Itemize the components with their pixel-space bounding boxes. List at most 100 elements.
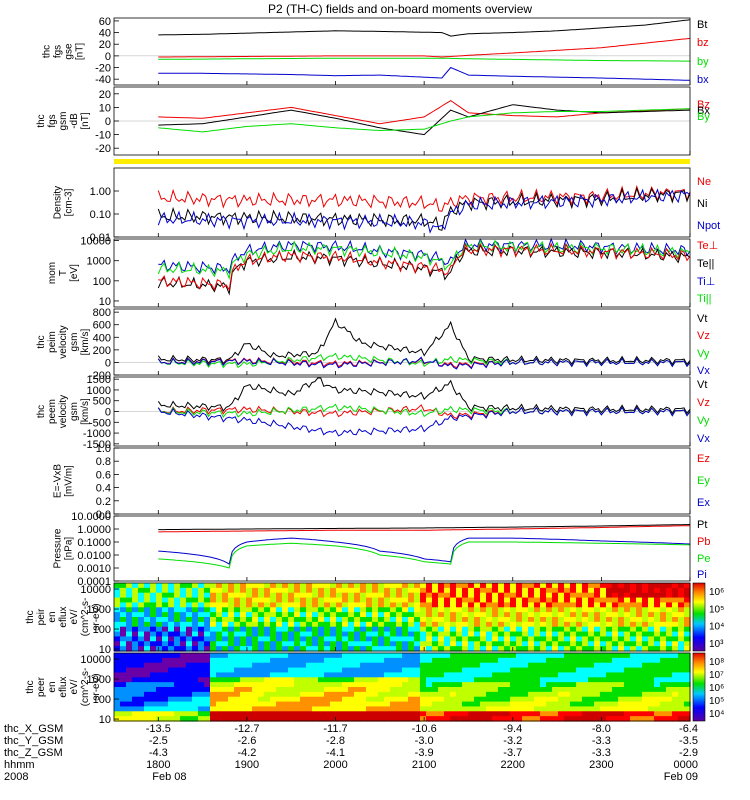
spectrogram-cell [156, 631, 163, 638]
spectrogram-cell [294, 696, 301, 703]
spectrogram-cell [144, 592, 151, 599]
spectrogram-cell [360, 641, 367, 647]
spectrogram-cell [624, 626, 631, 633]
spectrogram-cell [240, 672, 247, 678]
spectrogram-cell [186, 716, 193, 722]
spectrogram-cell [444, 653, 451, 659]
spectrogram-cell [288, 592, 295, 599]
spectrogram-cell [474, 706, 481, 712]
spectrogram-cell [450, 691, 457, 698]
spectrogram-cell [510, 687, 517, 693]
spectrogram-cell [588, 706, 595, 712]
spectrogram-cell [204, 687, 211, 693]
spectrogram-cell [666, 631, 673, 638]
spectrogram-cell [558, 621, 565, 628]
spectrogram-cell [174, 653, 181, 659]
spectrogram-cell [414, 592, 421, 599]
spectrogram-cell [576, 672, 583, 678]
spectrogram-cell [276, 621, 283, 628]
spectrogram-cell [522, 597, 529, 604]
spectrogram-cell [666, 653, 673, 659]
spectrogram-cell [618, 641, 625, 647]
spectrogram-cell [396, 667, 403, 674]
spectrogram-cell [150, 701, 157, 708]
spectrogram-cell [570, 592, 577, 599]
spectrogram-cell [588, 667, 595, 674]
spectrogram-cell [516, 646, 523, 652]
spectrogram-cell [564, 711, 571, 717]
spectrogram-cell [414, 587, 421, 594]
spectrogram-cell [228, 612, 235, 618]
spectrogram-cell [384, 677, 391, 683]
spectrogram-cell [312, 597, 319, 604]
spectrogram-cell [270, 653, 277, 659]
spectrogram-cell [570, 711, 577, 717]
spectrogram-cell [462, 662, 469, 669]
spectrogram-cell [192, 716, 199, 722]
y-axis-label-line: peir [36, 608, 47, 625]
spectrogram-cell [576, 592, 583, 599]
spectrogram-cell [336, 653, 343, 659]
spectrogram-cell [648, 607, 655, 613]
spectrogram-cell [132, 646, 139, 652]
spectrogram-cell [522, 677, 529, 683]
spectrogram-cell [618, 691, 625, 698]
y-tick-label: 800 [93, 307, 111, 319]
spectrogram-cell [504, 711, 511, 717]
spectrogram-cell [258, 687, 265, 693]
spectrogram-cell [516, 607, 523, 613]
spectrogram-cell [486, 677, 493, 683]
spectrogram-cell [510, 696, 517, 703]
spectrogram-cell [456, 716, 463, 722]
spectrogram-cell [462, 687, 469, 693]
spectrogram-cell [348, 696, 355, 703]
spectrogram-cell [630, 621, 637, 628]
spectrogram-cell [156, 667, 163, 674]
spectrogram-cell [192, 711, 199, 717]
spectrogram-cell [612, 677, 619, 683]
spectrogram-cell [264, 662, 271, 669]
spectrogram-cell [162, 672, 169, 678]
spectrogram-cell [618, 607, 625, 613]
spectrogram-cell [384, 631, 391, 638]
spectrogram-cell [378, 716, 385, 722]
spectrogram-cell [474, 716, 481, 722]
spectrogram-cell [486, 636, 493, 642]
series-line-Vx [157, 406, 691, 437]
spectrogram-cell [402, 687, 409, 693]
spectrogram-cell [522, 682, 529, 688]
spectrogram-cell [636, 711, 643, 717]
spectrogram-cell [594, 583, 601, 589]
spectrogram-cell [114, 597, 121, 604]
spectrogram-cell [642, 682, 649, 688]
spectrogram-cell [570, 621, 577, 628]
spectrogram-cell [396, 653, 403, 659]
spectrogram-cell [168, 583, 175, 589]
y-tick-label: 10 [99, 644, 111, 656]
spectrogram-cell [414, 631, 421, 638]
spectrogram-cell [516, 672, 523, 678]
spectrogram-cell [546, 682, 553, 688]
spectrogram-cell [660, 592, 667, 599]
spectrogram-cell [216, 672, 223, 678]
spectrogram-cell [492, 711, 499, 717]
spectrogram-cell [594, 592, 601, 599]
spectrogram-cell [576, 706, 583, 712]
spectrogram-cell [342, 706, 349, 712]
spectrogram-cell [180, 716, 187, 722]
spectrogram-cell [432, 667, 439, 674]
spectrogram-cell [624, 672, 631, 678]
spectrogram-cell [210, 682, 217, 688]
spectrogram-cell [150, 626, 157, 633]
spectrogram-cell [408, 626, 415, 633]
y-axis-label-line: eV/ [69, 679, 80, 694]
spectrogram-cell [240, 607, 247, 613]
spectrogram-cell [606, 687, 613, 693]
spectrogram-cell [504, 587, 511, 594]
spectrogram-cell [150, 621, 157, 628]
spectrogram-cell [384, 583, 391, 589]
spectrogram-cell [288, 701, 295, 708]
spectrogram-cell [426, 662, 433, 669]
spectrogram-cell [390, 653, 397, 659]
spectrogram-cell [510, 701, 517, 708]
